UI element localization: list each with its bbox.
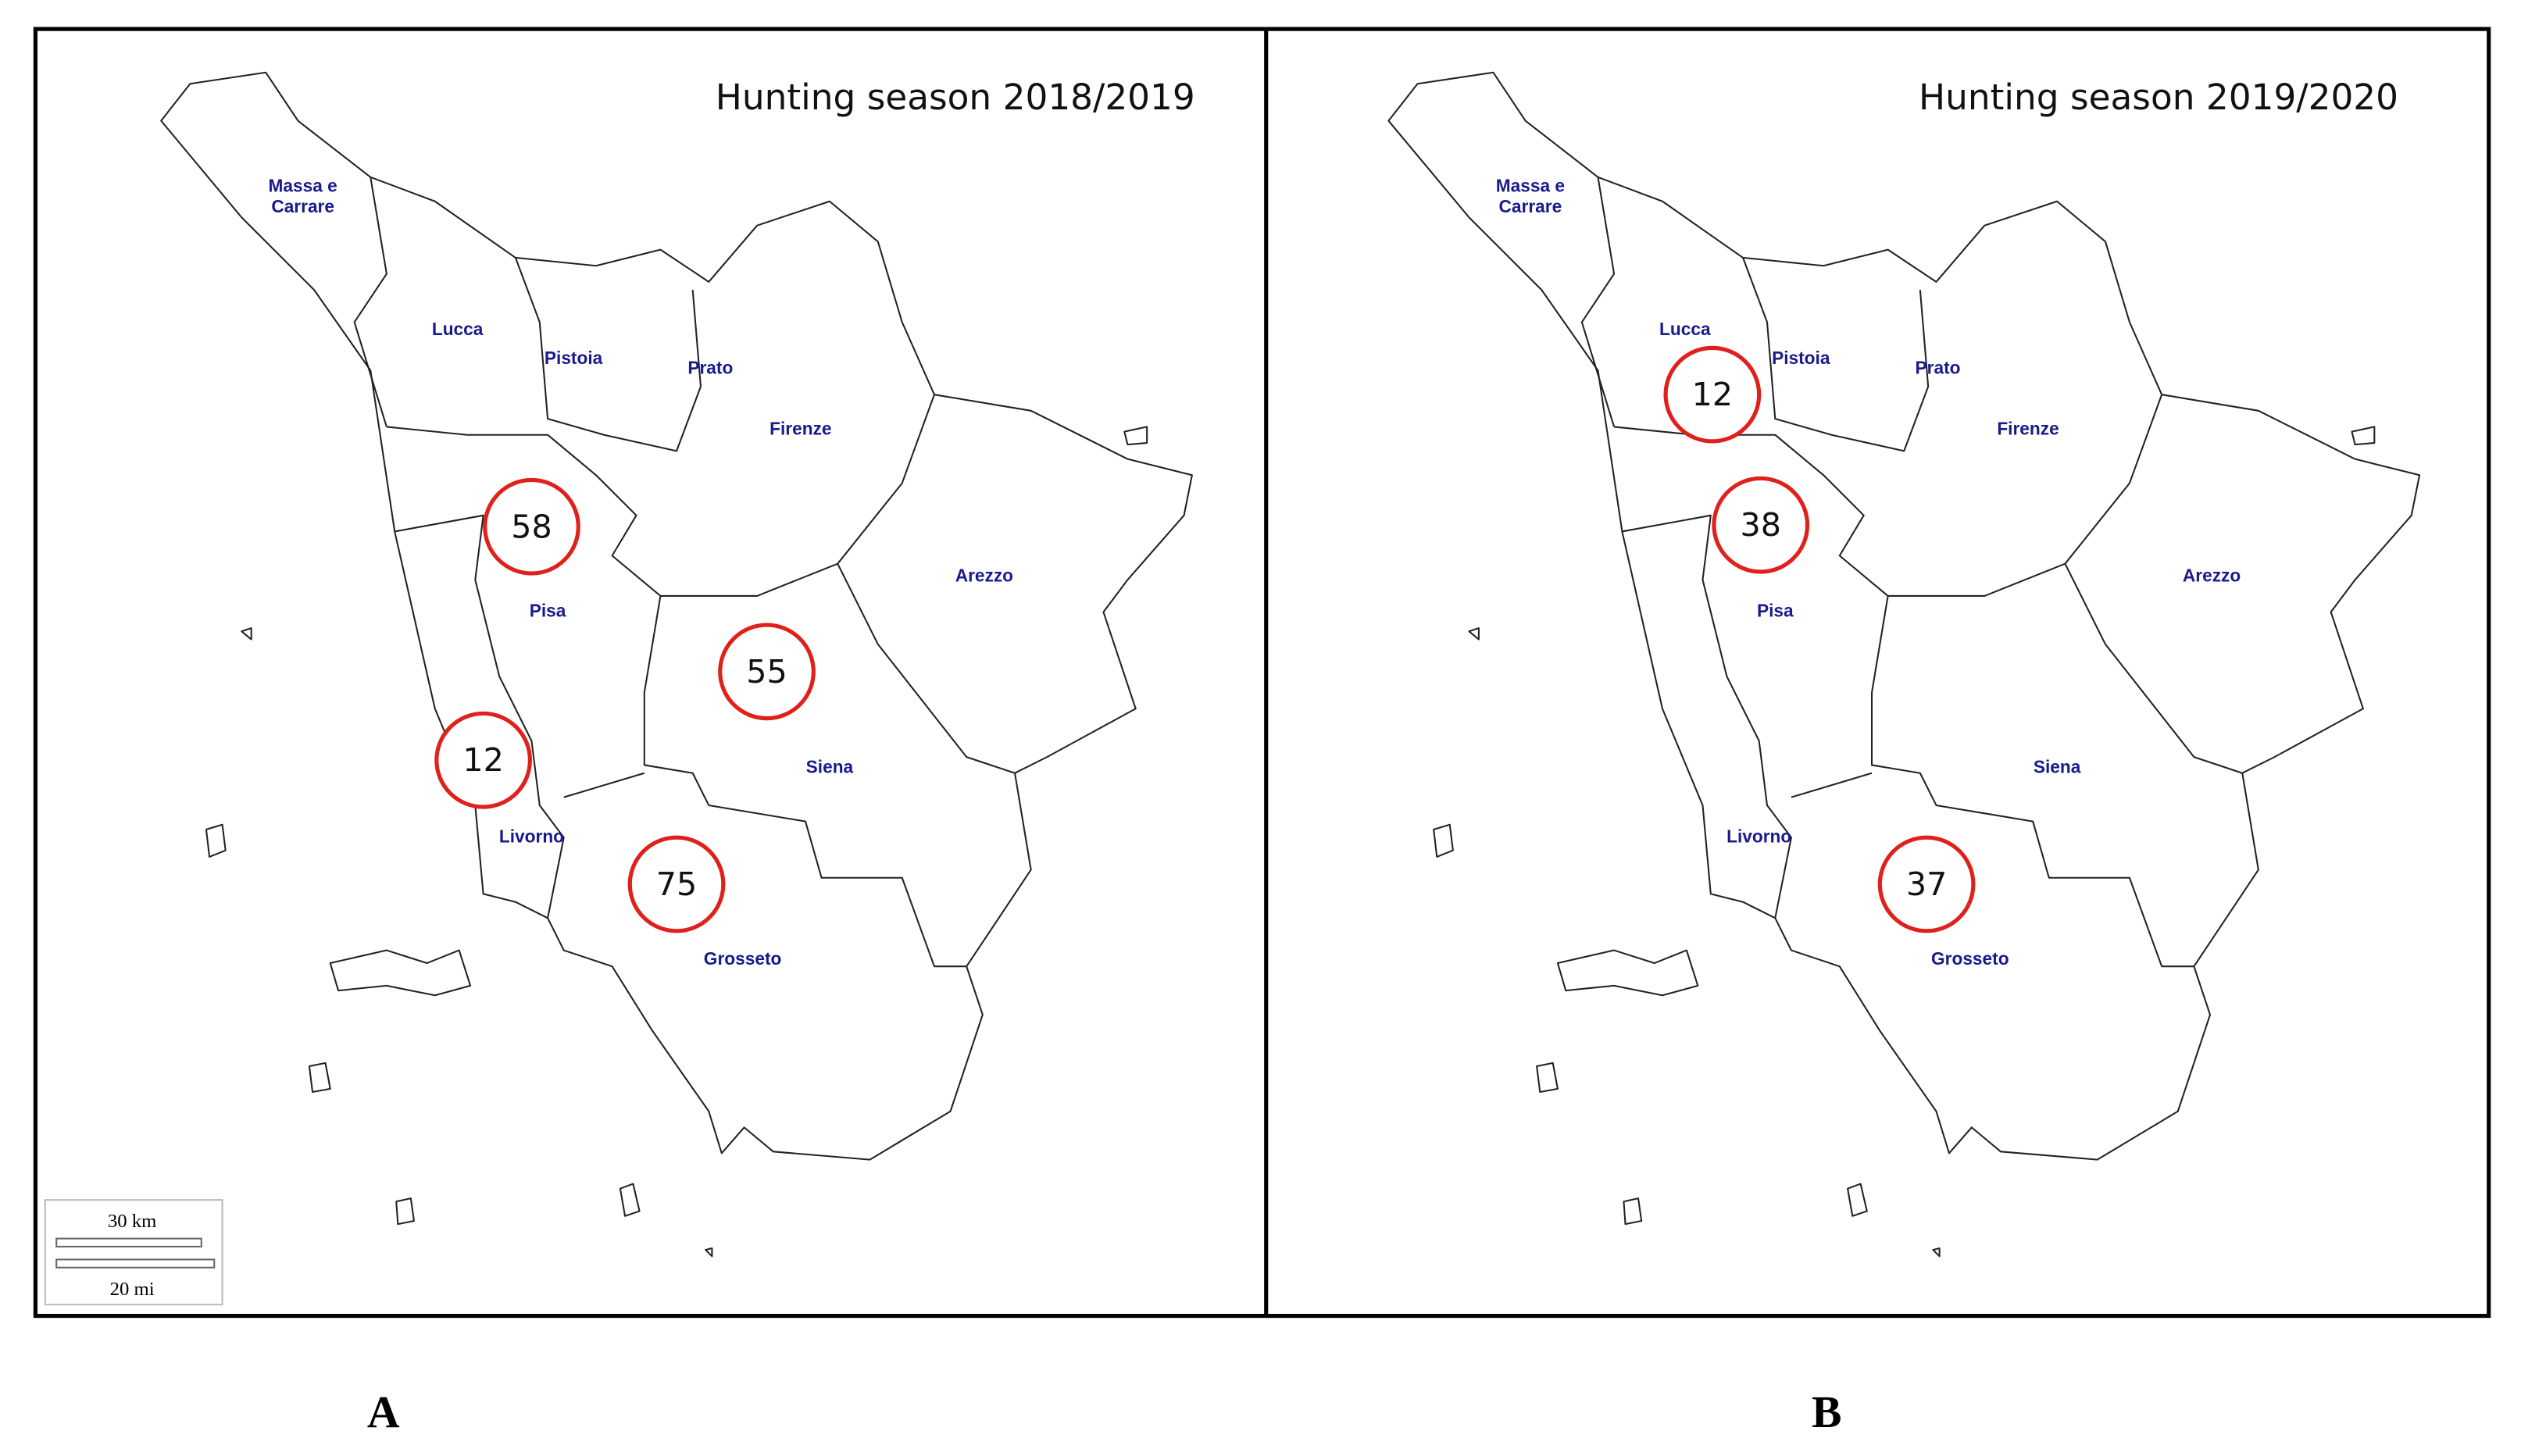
map-outline bbox=[1387, 71, 2421, 1258]
province-line: Massa e bbox=[269, 175, 337, 195]
map-outline bbox=[160, 71, 1193, 1258]
province-line: Firenze bbox=[770, 419, 831, 439]
province-label: Prato bbox=[1916, 357, 1961, 377]
province-label: Lucca bbox=[432, 319, 484, 339]
count-label: 38 bbox=[1741, 506, 1781, 544]
province-line: Prato bbox=[687, 357, 733, 377]
count-circle bbox=[718, 623, 816, 721]
scale-mi: 20 mi bbox=[110, 1279, 155, 1300]
province-label: Lucca bbox=[1659, 319, 1711, 339]
province-label: Pistoia bbox=[545, 348, 603, 368]
panel-letter: A bbox=[367, 1388, 400, 1437]
count-circle bbox=[1712, 476, 1810, 574]
province-label: Massa e Carrare bbox=[1496, 175, 1565, 216]
count-circle bbox=[1663, 345, 1762, 444]
count-circle bbox=[627, 835, 726, 933]
province-label: Siena bbox=[2034, 757, 2081, 777]
province-line: Arezzo bbox=[2183, 565, 2241, 585]
province-label: Pisa bbox=[1757, 601, 1794, 621]
count-label: 75 bbox=[656, 865, 697, 903]
panel-title: Hunting season 2018/2019 bbox=[716, 77, 1195, 118]
province-line: Pisa bbox=[530, 601, 566, 621]
province-line: Firenze bbox=[1997, 419, 2059, 439]
frame bbox=[33, 27, 2491, 1319]
province-label: Livorno bbox=[499, 826, 564, 846]
province-line: Grosseto bbox=[1931, 948, 2009, 969]
province-line: Livorno bbox=[1726, 826, 1791, 846]
scale-bar: 30 km 20 mi bbox=[44, 1199, 223, 1306]
province-label: Livorno bbox=[1726, 826, 1791, 846]
province-label: Prato bbox=[687, 357, 733, 377]
province-line: Lucca bbox=[1659, 319, 1711, 339]
province-line: Pisa bbox=[1757, 601, 1794, 621]
count-label: 58 bbox=[511, 508, 552, 545]
province-line: Arezzo bbox=[955, 565, 1013, 585]
province-line: Prato bbox=[1916, 357, 1961, 377]
count-circle bbox=[1877, 835, 1976, 933]
count-circle bbox=[483, 477, 580, 576]
province-line: Lucca bbox=[432, 319, 484, 339]
count-label: 12 bbox=[462, 741, 503, 779]
province-line: Massa e bbox=[1496, 175, 1565, 195]
province-line: Livorno bbox=[499, 826, 564, 846]
province-label: Firenze bbox=[1997, 419, 2059, 439]
count-label: 37 bbox=[1906, 865, 1947, 903]
province-line: Carrare bbox=[1499, 196, 1562, 216]
province-label: Siena bbox=[806, 757, 854, 777]
province-label: Arezzo bbox=[955, 565, 1013, 585]
province-label: Arezzo bbox=[2183, 565, 2241, 585]
panel-title: Hunting season 2019/2020 bbox=[1919, 77, 2398, 118]
province-label: Firenze bbox=[770, 419, 831, 439]
province-label: Pisa bbox=[530, 601, 566, 621]
count-label: 55 bbox=[746, 653, 787, 691]
province-line: Siena bbox=[806, 757, 854, 777]
province-line: Pistoia bbox=[545, 348, 603, 368]
province-line: Siena bbox=[2034, 757, 2081, 777]
province-label: Massa e Carrare bbox=[269, 175, 337, 216]
province-line: Carrare bbox=[271, 196, 334, 216]
province-label: Grosseto bbox=[1931, 948, 2009, 969]
province-line: Grosseto bbox=[704, 948, 782, 969]
province-label: Pistoia bbox=[1772, 348, 1830, 368]
province-label: Grosseto bbox=[704, 948, 782, 969]
province-line: Pistoia bbox=[1772, 348, 1830, 368]
scale-km: 30 km bbox=[108, 1211, 157, 1232]
panel-letter: B bbox=[1812, 1388, 1842, 1437]
count-label: 12 bbox=[1692, 376, 1733, 413]
count-circle bbox=[434, 711, 532, 809]
